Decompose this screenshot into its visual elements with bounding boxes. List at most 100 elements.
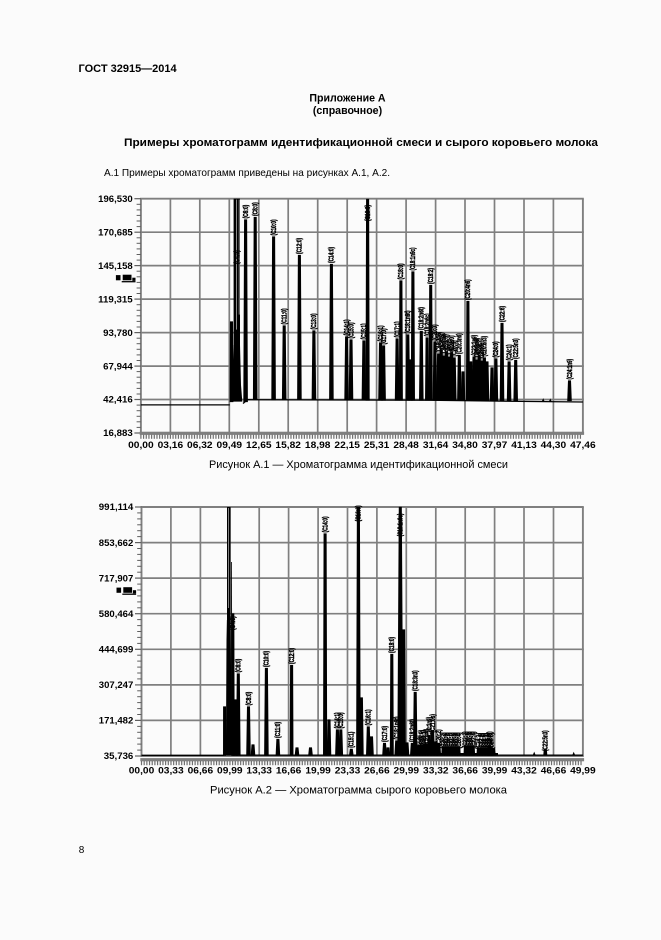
svg-text:(C18:0): (C18:0)	[398, 263, 405, 279]
svg-text:(C22:4): (C22:4)	[471, 731, 478, 747]
svg-text:(C26:0): (C26:0)	[487, 731, 494, 747]
svg-text:(C17:1): (C17:1)	[394, 321, 401, 337]
svg-text:(C22:5n3): (C22:5n3)	[543, 730, 550, 751]
svg-text:(C17:0): (C17:0)	[381, 328, 388, 344]
svg-text:(C18:3n6): (C18:3n6)	[436, 332, 443, 353]
svg-text:580,464: 580,464	[99, 609, 134, 619]
svg-text:09,99: 09,99	[217, 765, 243, 775]
svg-text:19,99: 19,99	[305, 765, 331, 775]
svg-text:46,66: 46,66	[541, 765, 567, 775]
svg-text:(C4:0): (C4:0)	[230, 616, 237, 630]
svg-text:67,944: 67,944	[103, 361, 133, 371]
svg-text:853,662: 853,662	[99, 538, 134, 548]
svg-text:(C17:0): (C17:0)	[382, 726, 389, 742]
svg-text:12,65: 12,65	[246, 440, 272, 450]
svg-text:(C16:1): (C16:1)	[366, 709, 373, 725]
svg-text:307,247: 307,247	[99, 680, 134, 690]
svg-text:(справочное): (справочное)	[313, 105, 382, 117]
svg-text:(C20:2): (C20:2)	[446, 339, 453, 355]
svg-text:(C10:0): (C10:0)	[271, 219, 278, 235]
svg-text:(C18:2): (C18:2)	[428, 268, 435, 284]
svg-text:Примеры хроматограмм идентифик: Примеры хроматограмм идентификационной с…	[124, 137, 599, 149]
svg-text:(C24:1): (C24:1)	[476, 733, 483, 749]
svg-text:(C20:3): (C20:3)	[446, 732, 453, 748]
svg-text:93,780: 93,780	[103, 328, 133, 338]
svg-text:31,64: 31,64	[423, 440, 449, 450]
svg-text:39,99: 39,99	[482, 765, 508, 775]
svg-text:13,33: 13,33	[246, 765, 272, 775]
svg-text:(C15:0): (C15:0)	[338, 712, 345, 728]
svg-text:(CLA): (CLA)	[416, 736, 423, 748]
svg-text:(C16:0): (C16:0)	[365, 205, 372, 221]
svg-text:09,49: 09,49	[217, 440, 243, 450]
svg-text:28,48: 28,48	[393, 440, 419, 450]
svg-text:06,66: 06,66	[188, 765, 214, 775]
svg-text:171,482: 171,482	[99, 716, 134, 726]
svg-text:29,99: 29,99	[394, 765, 420, 775]
svg-text:(C18:2n6t): (C18:2n6t)	[419, 307, 426, 330]
svg-text:16,66: 16,66	[276, 765, 302, 775]
svg-text:(C20:1n9): (C20:1n9)	[427, 717, 434, 738]
svg-text:(C14:1): (C14:1)	[344, 319, 351, 335]
svg-text:(C22:0): (C22:0)	[443, 732, 450, 748]
svg-text:00,00: 00,00	[129, 765, 155, 775]
svg-text:(C21:0s): (C21:0s)	[430, 714, 437, 732]
svg-text:37,97: 37,97	[482, 440, 508, 450]
svg-text:(C23:1): (C23:1)	[484, 733, 491, 749]
svg-text:43,32: 43,32	[511, 765, 537, 775]
svg-text:(C21:0): (C21:0)	[444, 334, 451, 350]
svg-text:(C20:3n6): (C20:3n6)	[457, 333, 464, 354]
svg-text:(C20:2): (C20:2)	[441, 732, 448, 748]
svg-text:00,00: 00,00	[128, 440, 154, 450]
svg-text:(C20:3n3): (C20:3n3)	[474, 338, 481, 359]
svg-text:(C16:1): (C16:1)	[378, 325, 385, 341]
svg-text:(C18:2n6t): (C18:2n6t)	[410, 719, 417, 742]
svg-text:(C22:1n9): (C22:1n9)	[471, 335, 478, 356]
svg-text:(C11:0): (C11:0)	[275, 722, 282, 738]
svg-text:Рисунок А.2 — Хроматограмма сы: Рисунок А.2 — Хроматограмма сырого коров…	[210, 784, 507, 796]
svg-text:35,736: 35,736	[104, 751, 134, 761]
svg-text:(C22:5n3): (C22:5n3)	[513, 338, 520, 359]
svg-text:(C6:0): (C6:0)	[236, 659, 243, 673]
svg-text:22,15: 22,15	[334, 440, 360, 450]
svg-text:(C24:0): (C24:0)	[493, 341, 500, 357]
svg-text:(C18:3n3): (C18:3n3)	[441, 334, 448, 355]
svg-text:(C22:2): (C22:2)	[463, 731, 470, 747]
svg-text:(C24:1): (C24:1)	[506, 344, 513, 360]
svg-text:ГОСТ 32915—2014: ГОСТ 32915—2014	[79, 63, 178, 75]
svg-text:(C14:0): (C14:0)	[329, 247, 336, 263]
svg-text:(C20:1): (C20:1)	[421, 730, 428, 746]
svg-text:(C15:1): (C15:1)	[349, 732, 356, 748]
svg-text:Приложение А: Приложение А	[309, 93, 386, 105]
svg-text:(C18:1n9t): (C18:1n9t)	[394, 717, 401, 740]
svg-text:(C22:6): (C22:6)	[481, 733, 488, 749]
svg-text:170,685: 170,685	[98, 227, 133, 237]
svg-text:(C16:0): (C16:0)	[356, 505, 363, 521]
svg-text:03,16: 03,16	[158, 440, 184, 450]
svg-text:(C24:0): (C24:0)	[468, 731, 475, 747]
svg-text:444,699: 444,699	[99, 645, 134, 655]
svg-text:(C22:6): (C22:6)	[499, 306, 506, 322]
svg-text:(C18:3n3): (C18:3n3)	[413, 670, 420, 691]
svg-text:(C18:2n6c): (C18:2n6c)	[424, 314, 431, 337]
svg-text:49,99: 49,99	[570, 765, 596, 775]
svg-text:(C24:1n9): (C24:1n9)	[567, 359, 574, 380]
svg-text:(C13:0): (C13:0)	[311, 313, 318, 329]
svg-text:(C20:3): (C20:3)	[452, 340, 459, 356]
svg-text:(C18:1n9t): (C18:1n9t)	[405, 311, 412, 334]
svg-text:16,883: 16,883	[103, 428, 133, 438]
svg-text:(C14:0): (C14:0)	[322, 516, 329, 532]
svg-text:(C4:0): (C4:0)	[234, 250, 241, 264]
svg-text:(C20:5n3): (C20:5n3)	[482, 336, 489, 357]
svg-text:15,82: 15,82	[275, 440, 301, 450]
svg-text:(C20:3): (C20:3)	[451, 732, 458, 748]
svg-text:(C26:0): (C26:0)	[489, 733, 496, 749]
svg-text:06,32: 06,32	[187, 440, 213, 450]
svg-text:33,32: 33,32	[423, 765, 449, 775]
svg-text:Рисунок А.1 — Хроматограмма ид: Рисунок А.1 — Хроматограмма идентификаци…	[209, 459, 508, 471]
svg-text:(C10:0): (C10:0)	[264, 651, 271, 667]
svg-text:(C12:0): (C12:0)	[297, 238, 304, 254]
svg-text:(C15:0): (C15:0)	[348, 322, 355, 338]
svg-text:(C20:0): (C20:0)	[432, 324, 439, 340]
svg-text:(C14:1): (C14:1)	[335, 712, 342, 728]
